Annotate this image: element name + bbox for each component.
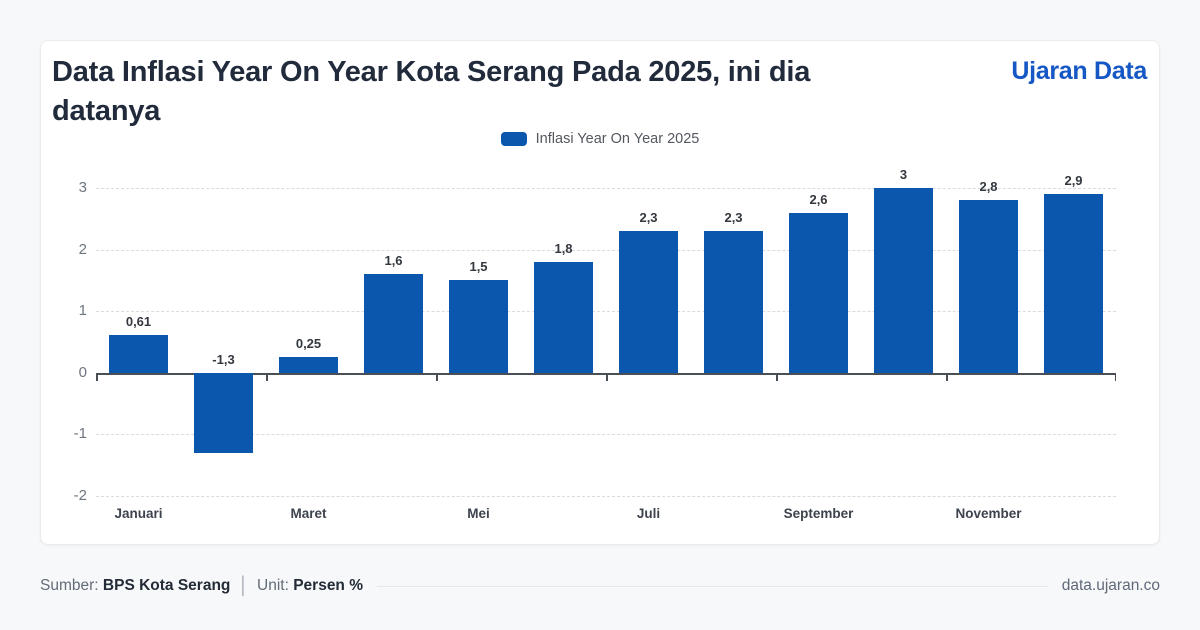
brand-logo: Ujaran Data — [1011, 57, 1147, 85]
unit-value: Persen % — [293, 577, 363, 594]
gridline — [96, 188, 1116, 189]
bar-value-label: -1,3 — [212, 351, 235, 367]
bar[interactable] — [789, 212, 848, 373]
gridline — [96, 496, 1116, 497]
bar-value-label: 2,3 — [639, 210, 658, 226]
bar-value-label: 3 — [899, 167, 908, 182]
gridline — [96, 434, 1116, 436]
legend: Inflasi Year On Year 2025 — [41, 131, 1159, 147]
bar-value-label: 0,61 — [125, 314, 152, 330]
y-tick-label: -2 — [73, 487, 87, 504]
unit-label: Unit: — [257, 577, 289, 594]
bar[interactable] — [364, 274, 423, 373]
footer-separator: │ — [238, 576, 250, 595]
x-tick-label: Mei — [467, 506, 490, 521]
gridline — [96, 311, 1116, 313]
bar-value-label: 1,6 — [384, 253, 403, 269]
source-value: BPS Kota Serang — [102, 577, 231, 594]
page-title: Data Inflasi Year On Year Kota Serang Pa… — [52, 56, 811, 127]
bar[interactable] — [449, 280, 508, 373]
x-tick-label: November — [955, 506, 1022, 521]
legend-swatch-icon[interactable] — [500, 132, 527, 146]
footer: Sumber: BPS Kota Serang │ Unit: Persen %… — [40, 576, 1160, 596]
y-tick-label: 1 — [78, 302, 87, 320]
bar[interactable] — [704, 231, 763, 373]
axis-tick — [776, 372, 778, 381]
bar-value-label: 2,3 — [724, 210, 743, 226]
legend-label[interactable]: Inflasi Year On Year 2025 — [535, 131, 700, 147]
chart-card: Data Inflasi Year On Year Kota Serang Pa… — [40, 40, 1160, 545]
bar-value-label: 1,5 — [469, 259, 488, 275]
axis-tick — [96, 372, 98, 381]
y-tick-label: -1 — [73, 425, 87, 443]
x-tick-label: Januari — [114, 506, 163, 521]
bar[interactable] — [874, 188, 933, 373]
bar[interactable] — [619, 231, 678, 373]
bar-value-label: 2,9 — [1064, 173, 1083, 189]
bar[interactable] — [534, 261, 593, 373]
y-tick-label: 2 — [78, 240, 87, 258]
axis-tick — [436, 372, 438, 381]
y-tick-label: 0 — [78, 363, 87, 381]
axis-tick — [266, 372, 268, 381]
bar[interactable] — [959, 200, 1018, 373]
axis-tick — [1114, 372, 1116, 381]
x-tick-label: September — [783, 506, 854, 521]
bar-value-label: 2,8 — [979, 179, 998, 195]
bar-value-label: 0,25 — [295, 336, 322, 352]
axis-tick — [606, 372, 608, 381]
bar[interactable] — [279, 357, 338, 373]
footer-divider-line — [377, 585, 1048, 587]
website-link[interactable]: data.ujaran.co — [1061, 577, 1160, 594]
source-label: Sumber: — [40, 577, 99, 594]
axis-tick — [946, 372, 948, 381]
bar[interactable] — [1044, 194, 1103, 373]
bar[interactable] — [109, 335, 168, 373]
x-tick-label: Maret — [290, 506, 327, 521]
plot-area: 0,61 -1,3 0,25 1,6 1,5 1,8 2,3 2,3 2,6 3 2,8 2,9 Jan… — [96, 167, 1116, 521]
y-tick-label: 3 — [78, 179, 87, 196]
gridline — [96, 249, 1116, 251]
x-tick-label: Juli — [636, 506, 661, 521]
bar-value-label: 1,8 — [554, 240, 573, 256]
bar[interactable] — [194, 372, 253, 453]
y-axis-labels: 3 2 1 0 -1 -2 — [45, 179, 87, 504]
bar-value-label: 2,6 — [809, 191, 828, 207]
